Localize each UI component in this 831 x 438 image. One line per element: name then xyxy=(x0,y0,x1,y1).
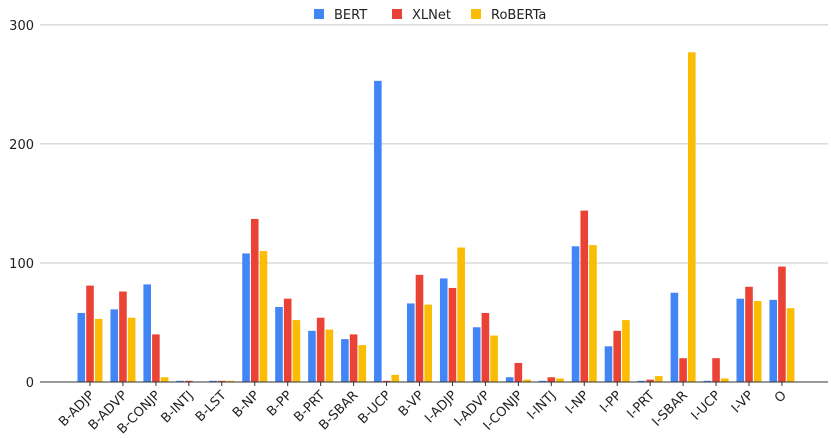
bar-bert-b-vp xyxy=(407,303,415,382)
bar-bert-b-sbar xyxy=(341,339,349,382)
legend: BERT XLNet RoBERTa xyxy=(314,8,546,23)
bar-xlnet-i-conjp xyxy=(514,362,523,382)
bar-bert-i-intj xyxy=(538,380,547,382)
bar-xlnet-b-prt xyxy=(316,317,325,382)
bar-bert-b-pp xyxy=(275,307,283,382)
bar-roberta-b-np xyxy=(259,251,268,382)
bar-roberta-b-vp xyxy=(424,304,432,382)
bar-xlnet-b-conjp xyxy=(152,334,160,382)
bar-bert-b-intj xyxy=(176,380,184,382)
bar-bert-i-adjp xyxy=(439,278,448,382)
bar-xlnet-i-intj xyxy=(547,377,556,382)
bar-bert-i-sbar xyxy=(670,292,679,382)
bar-xlnet-i-ucp xyxy=(712,358,720,382)
bar-roberta-i-ucp xyxy=(720,378,729,382)
x-tick-label-b-np: B-NP xyxy=(230,388,263,421)
bar-xlnet-i-np xyxy=(580,210,589,382)
bar-bert-i-pp xyxy=(604,346,613,382)
bar-roberta-b-conjp xyxy=(160,377,169,382)
x-tick-label-b-ucp: B-UCP xyxy=(355,388,394,427)
y-gridlines xyxy=(40,24,828,264)
bar-xlnet-b-advp xyxy=(119,291,127,382)
bar-roberta-i-adjp xyxy=(457,247,465,382)
legend-swatch-bert xyxy=(314,9,324,19)
bar-roberta-i-conjp xyxy=(523,379,531,382)
x-tick-label-i-pp: I-PP xyxy=(597,388,625,416)
bar-bert-b-advp xyxy=(110,309,119,382)
bar-xlnet-i-advp xyxy=(481,312,490,382)
bar-roberta-o xyxy=(786,308,795,382)
bar-roberta-i-prt xyxy=(655,376,663,382)
bar-bert-b-prt xyxy=(308,330,316,382)
bars xyxy=(77,52,795,382)
bar-roberta-b-advp xyxy=(127,317,136,382)
bar-xlnet-b-np xyxy=(250,218,259,382)
bar-bert-i-np xyxy=(571,246,580,382)
bar-roberta-i-pp xyxy=(622,320,630,382)
bar-bert-b-ucp xyxy=(374,80,382,382)
y-axis-ticks: 0 100 200 300 xyxy=(9,19,34,391)
bar-xlnet-i-sbar xyxy=(679,358,687,382)
y-tick-label-100: 100 xyxy=(9,257,34,272)
legend-label-roberta: RoBERTa xyxy=(491,8,546,23)
bar-roberta-b-pp xyxy=(292,320,301,382)
bar-bert-i-ucp xyxy=(703,380,712,382)
bar-xlnet-b-lst xyxy=(218,380,226,382)
bar-bert-i-conjp xyxy=(505,377,514,382)
bar-roberta-i-vp xyxy=(753,301,762,382)
bar-xlnet-o xyxy=(778,266,786,382)
x-tick-label-i-sbar: I-SBAR xyxy=(649,388,690,429)
bar-xlnet-b-ucp xyxy=(382,380,391,382)
bar-xlnet-b-sbar xyxy=(349,334,358,382)
y-tick-label-200: 200 xyxy=(9,138,34,153)
bar-roberta-b-adjp xyxy=(94,318,103,382)
bar-bert-i-vp xyxy=(736,298,745,382)
bar-bert-b-lst xyxy=(209,380,217,382)
legend-swatch-xlnet xyxy=(392,9,402,19)
x-tick-label-o: O xyxy=(772,388,790,406)
bar-bert-i-advp xyxy=(472,327,481,382)
bar-roberta-b-sbar xyxy=(358,345,367,382)
bar-bert-i-prt xyxy=(637,380,646,382)
bar-xlnet-i-pp xyxy=(613,330,621,382)
bar-roberta-b-prt xyxy=(325,329,334,382)
x-tick-label-i-intj: I-INTJ xyxy=(525,388,560,423)
bar-xlnet-i-vp xyxy=(745,286,753,382)
bar-xlnet-i-prt xyxy=(646,379,654,382)
y-tick-label-0: 0 xyxy=(26,376,34,391)
x-tick-label-i-vp: I-VP xyxy=(729,388,757,416)
x-tick-label-i-np: I-NP xyxy=(563,388,592,417)
bar-xlnet-i-adjp xyxy=(448,287,457,382)
x-tick-label-i-ucp: I-UCP xyxy=(689,388,724,423)
bar-xlnet-b-vp xyxy=(415,274,424,382)
bar-roberta-b-ucp xyxy=(391,374,400,382)
bar-roberta-i-intj xyxy=(556,378,564,382)
bar-roberta-i-advp xyxy=(490,335,498,382)
bar-bert-b-adjp xyxy=(77,312,86,382)
bar-bert-o xyxy=(769,299,778,382)
x-tick-label-b-intj: B-INTJ xyxy=(159,388,197,426)
bar-bert-b-conjp xyxy=(143,284,151,382)
bar-roberta-i-sbar xyxy=(688,52,696,382)
y-tick-label-300: 300 xyxy=(9,19,34,34)
bar-xlnet-b-adjp xyxy=(86,285,94,382)
bar-xlnet-b-pp xyxy=(283,298,292,382)
legend-label-bert: BERT xyxy=(334,8,367,23)
legend-swatch-roberta xyxy=(471,9,481,19)
legend-label-xlnet: XLNet xyxy=(412,8,451,23)
bar-bert-b-np xyxy=(242,253,250,382)
bar-roberta-i-np xyxy=(589,245,597,382)
x-tick-label-b-lst: B-LST xyxy=(193,388,230,425)
bar-roberta-b-lst xyxy=(226,380,235,382)
bar-xlnet-b-intj xyxy=(185,380,193,382)
